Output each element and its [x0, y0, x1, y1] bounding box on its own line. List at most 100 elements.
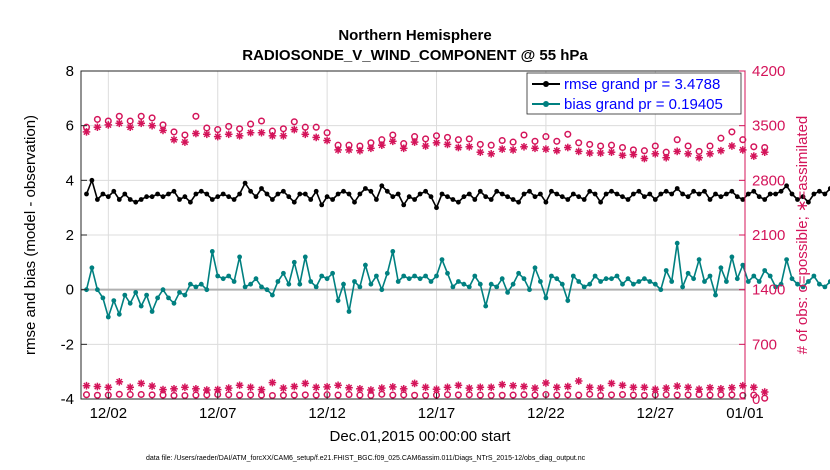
series-point-bias [620, 281, 625, 287]
series-point-rmse [696, 191, 702, 197]
asterisk-stroke [498, 145, 506, 153]
asterisk-stroke [641, 155, 648, 162]
x-tick-label: 12/02 [90, 405, 128, 422]
series-point-bias [357, 284, 363, 290]
series-point-rmse [527, 188, 532, 194]
asterisk-stroke [258, 129, 265, 136]
series-point-rmse [570, 191, 576, 197]
obs-assimilated-marker [728, 142, 736, 150]
obs-assimilated-marker [443, 140, 452, 149]
series-point-bias [434, 273, 439, 279]
obs-possible-marker [531, 137, 539, 145]
asterisk-stroke [137, 120, 145, 127]
asterisk-stroke [586, 384, 593, 391]
obs-assimilated-marker [684, 150, 692, 158]
series-point-rmse [603, 191, 609, 197]
obs-assimilated-marker [750, 383, 758, 392]
asterisk-stroke [477, 148, 484, 156]
obs-possible-marker [564, 391, 572, 399]
asterisk-stroke [367, 145, 375, 152]
obs-assimilated-marker [389, 137, 397, 146]
series-point-rmse [510, 197, 516, 202]
asterisk-stroke [302, 380, 309, 387]
obs-possible-marker [411, 391, 419, 399]
obs-assimilated-marker [684, 383, 692, 392]
series-point-bias [220, 276, 226, 282]
series-point-rmse [756, 194, 762, 200]
obs-assimilated-marker [104, 383, 113, 392]
obs-possible-marker [717, 134, 725, 142]
asterisk-stroke [750, 152, 757, 160]
series-point-bias [554, 276, 560, 282]
series-point-bias [215, 273, 221, 279]
series-point-rmse [417, 191, 423, 197]
series-point-rmse [209, 197, 215, 202]
obs-possible-marker [520, 131, 528, 139]
asterisk-stroke [356, 147, 364, 154]
obs-assimilated-marker [224, 384, 233, 392]
series-point-rmse [461, 194, 467, 200]
series-point-rmse [466, 191, 472, 197]
obs-possible-marker [268, 391, 276, 400]
x-tick-label: 12/07 [199, 405, 237, 422]
series-point-rmse [89, 177, 95, 183]
asterisk-stroke [323, 137, 331, 144]
y-axis-label-right: # of obs: o=possible; ∗=assimilated [794, 116, 811, 355]
asterisk-stroke [323, 383, 331, 391]
series-point-rmse [581, 197, 587, 202]
obs-possible-marker [301, 123, 309, 131]
obs-possible-marker [454, 391, 462, 399]
obs-possible-marker [137, 390, 145, 399]
obs-assimilated-marker [246, 128, 255, 137]
obs-possible-marker [706, 391, 714, 399]
series-point-rmse [374, 197, 379, 202]
series-point-bias [713, 292, 718, 298]
series-point-bias [669, 279, 675, 284]
series-point-bias [133, 290, 139, 295]
series-point-rmse [395, 191, 401, 197]
obs-assimilated-marker [257, 385, 266, 394]
asterisk-stroke [673, 382, 681, 390]
series-point-bias [259, 284, 264, 290]
series-point-bias [100, 295, 106, 301]
series-point-bias [625, 276, 631, 282]
obs-possible-marker [706, 142, 714, 150]
obs-assimilated-marker [115, 119, 124, 128]
series-point-rmse [313, 188, 319, 194]
obs-assimilated-marker [334, 381, 342, 390]
series-point-bias [784, 257, 789, 262]
series-point-bias [346, 309, 352, 314]
series-point-rmse [390, 194, 396, 200]
series-point-bias [363, 262, 368, 268]
y-tick-label: -2 [61, 336, 74, 353]
series-point-bias [674, 240, 680, 246]
series-point-rmse [127, 197, 133, 202]
series-point-bias [521, 276, 527, 282]
series-point-bias [516, 270, 521, 276]
asterisk-stroke [116, 120, 123, 127]
obs-assimilated-marker [629, 383, 638, 392]
series-point-rmse [188, 199, 193, 205]
series-point-rmse [434, 205, 439, 211]
series-point-rmse [587, 188, 593, 194]
obs-assimilated-marker [137, 119, 145, 128]
asterisk-stroke [126, 123, 134, 131]
obs-possible-marker [640, 391, 648, 399]
asterisk-stroke [695, 154, 703, 161]
series-point-rmse [674, 186, 680, 191]
series-point-bias [795, 281, 800, 287]
obs-possible-marker [443, 133, 452, 141]
x-tick-label: 12/17 [418, 405, 456, 422]
series-point-bias [745, 279, 751, 284]
series-point-bias [598, 279, 603, 284]
series-point-bias [538, 279, 543, 284]
series-point-bias [663, 268, 669, 273]
obs-possible-marker [312, 123, 320, 131]
obs-assimilated-marker [323, 136, 331, 145]
x-tick-label: 12/12 [308, 405, 346, 422]
series-point-bias [379, 287, 385, 293]
obs-possible-marker [586, 390, 594, 398]
obs-possible-marker [487, 141, 495, 149]
obs-assimilated-marker [564, 143, 572, 152]
asterisk-stroke [192, 130, 200, 137]
